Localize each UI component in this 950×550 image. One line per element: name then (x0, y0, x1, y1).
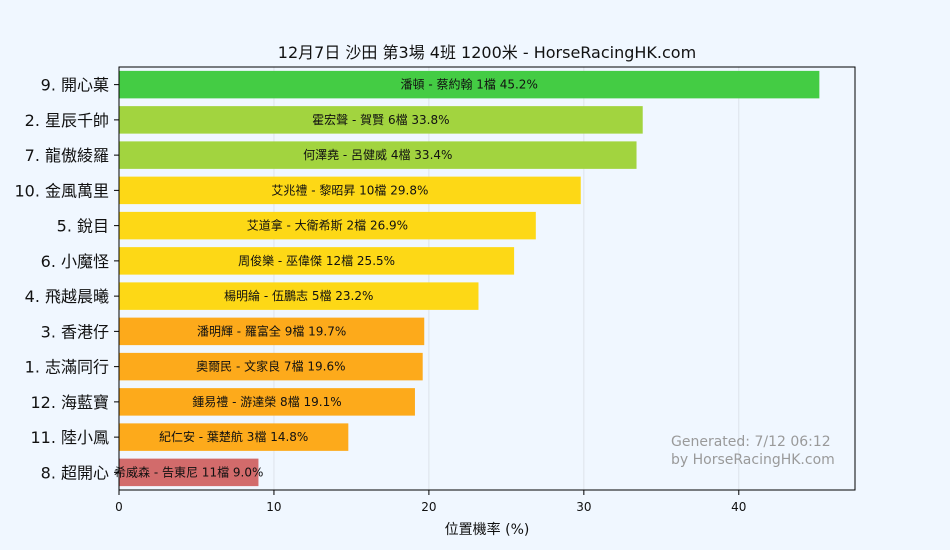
bar-label: 希威森 - 告東尼 11檔 9.0% (114, 464, 263, 479)
bar (119, 70, 820, 99)
watermark-generated: Generated: 7/12 06:12 (671, 434, 831, 450)
bar-label: 紀仁安 - 葉楚航 3檔 14.8% (159, 429, 308, 444)
x-tick-label: 0 (115, 500, 123, 514)
category-label: 8. 超開心 (41, 463, 109, 482)
bar-label: 潘明輝 - 羅富全 9檔 19.7% (197, 323, 346, 338)
category-label: 5. 銳目 (57, 217, 109, 236)
bar (119, 211, 536, 240)
bar-label: 奧爾民 - 文家良 7檔 19.6% (196, 359, 345, 374)
x-tick-label: 20 (421, 500, 436, 514)
x-tick-label: 10 (266, 500, 281, 514)
category-labels: 9. 開心菓 2. 星辰千帥 7. 龍傲綾羅 10. 金風萬里 5. 銳目 6. 小魔怪 4… (14, 76, 119, 482)
bar-label: 何澤堯 - 呂健威 4檔 33.4% (303, 148, 452, 162)
category-label: 6. 小魔怪 (41, 252, 109, 271)
x-axis-ticks: 0 10 20 30 40 (115, 490, 746, 514)
plot-area (119, 67, 855, 490)
bar-labels: 潘頓 - 蔡約翰 1檔 45.2% 霍宏聲 - 賀賢 6檔 33.8% 何澤堯 - … (114, 77, 538, 480)
category-label: 9. 開心菓 (41, 76, 109, 95)
category-label: 10. 金風萬里 (14, 181, 109, 200)
bar (119, 282, 479, 310)
x-tick-label: 40 (731, 500, 746, 514)
bar-label: 周俊樂 - 巫偉傑 12檔 25.5% (238, 253, 395, 268)
category-label: 1. 志滿同行 (25, 358, 109, 377)
chart-title: 12月7日 沙田 第3場 4班 1200米 - HorseRacingHK.co… (278, 43, 696, 62)
category-label: 4. 飛越晨曦 (25, 287, 109, 306)
bar (119, 352, 423, 381)
bar-label: 楊明綸 - 伍鵬志 5檔 23.2% (224, 288, 373, 303)
bars (119, 70, 820, 487)
plot-frame (118, 66, 856, 491)
x-tick-label: 30 (576, 500, 591, 514)
category-label: 2. 星辰千帥 (25, 111, 109, 130)
category-label: 12. 海藍寶 (30, 393, 109, 412)
bar (119, 106, 643, 134)
bar (119, 388, 415, 416)
category-label: 3. 香港仔 (41, 322, 109, 341)
bar (119, 176, 581, 205)
bar (119, 141, 637, 169)
category-label: 7. 龍傲綾羅 (25, 146, 109, 165)
bar-label: 潘頓 - 蔡約翰 1檔 45.2% (401, 77, 538, 92)
bar (119, 247, 515, 275)
bar (119, 423, 349, 451)
bar (119, 317, 425, 346)
category-label: 11. 陸小鳳 (30, 428, 109, 447)
bar (119, 458, 259, 487)
x-axis-label: 位置機率 (%) (445, 521, 530, 538)
bar-label: 霍宏聲 - 賀賢 6檔 33.8% (312, 112, 449, 127)
bar-label: 艾道拿 - 大衛希斯 2檔 26.9% (247, 218, 408, 233)
bar-label: 鍾易禮 - 游達榮 8檔 19.1% (192, 395, 341, 409)
watermark-site: by HorseRacingHK.com (671, 452, 835, 468)
bar-label: 艾兆禮 - 黎昭昇 10檔 29.8% (271, 183, 428, 197)
